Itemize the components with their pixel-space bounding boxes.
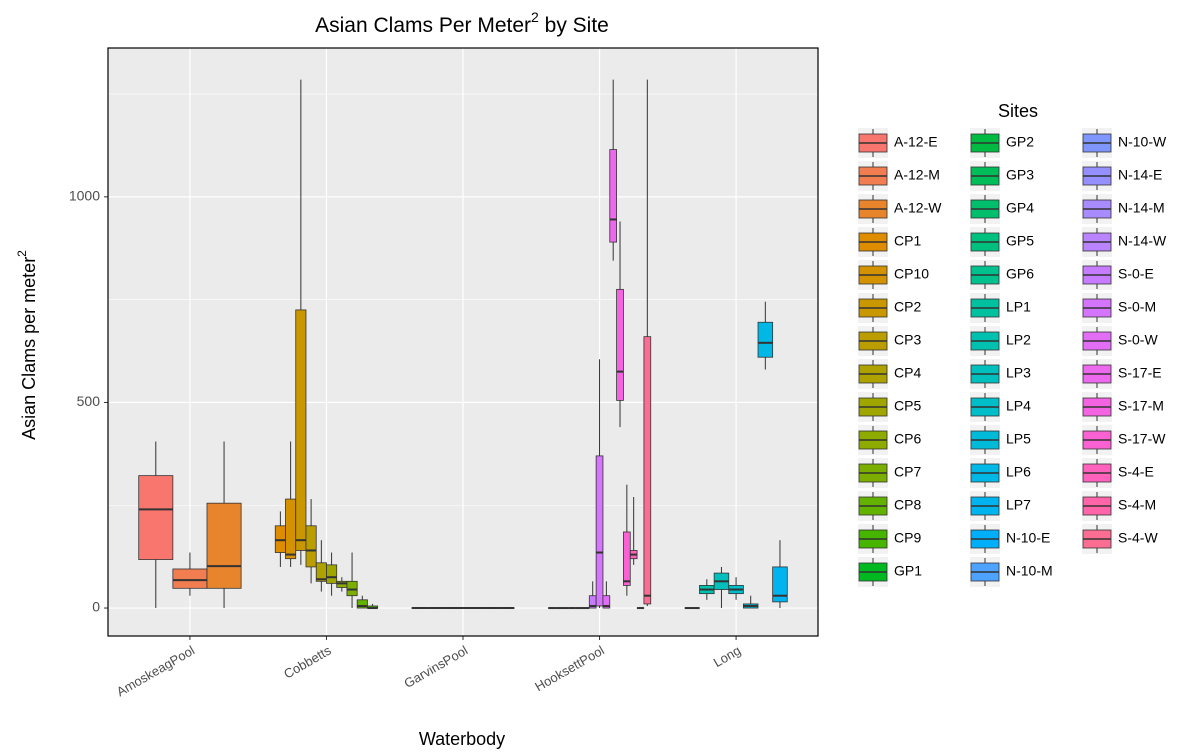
legend-label: GP2 [1006,134,1034,150]
legend-label: CP6 [894,431,921,447]
x-tick-label: AmoskeagPool [114,643,197,700]
legend-label: GP4 [1006,200,1034,216]
x-tick-label: Cobbetts [281,642,334,681]
box [274,525,286,553]
box [346,580,358,597]
y-label-superscript: 2 [15,250,29,257]
box [623,531,631,586]
legend-label: CP2 [894,299,921,315]
box [772,566,788,603]
box [595,455,604,607]
legend-label: LP2 [1006,332,1031,348]
legend-label: CP7 [894,464,921,480]
x-axis-label: Waterbody [419,729,505,749]
legend-label: LP7 [1006,497,1031,513]
legend-label: GP3 [1006,167,1034,183]
legend-label: CP10 [894,266,929,282]
box [602,595,611,609]
legend-label: GP6 [1006,266,1034,282]
box [609,149,618,243]
legend-label: S-0-W [1118,332,1158,348]
title-superscript: 2 [531,9,539,25]
legend-label: S-17-W [1118,431,1166,447]
legend-label: CP1 [894,233,921,249]
title-text: Asian Clams Per Meter [315,14,531,37]
legend-label: S-4-E [1118,464,1154,480]
box [757,321,774,358]
box [295,309,307,551]
legend-label: S-4-W [1118,530,1158,546]
legend-label: CP5 [894,398,921,414]
legend-label: LP5 [1006,431,1031,447]
legend-label: N-14-M [1118,200,1165,216]
chart-title: Asian Clams Per Meter2 by Site [315,9,609,37]
legend-label: S-4-M [1118,497,1156,513]
panel-border [107,47,819,637]
legend-label: S-0-E [1118,266,1154,282]
x-tick-label: Long [711,643,744,670]
x-tick-label: HooksettPool [532,643,607,695]
title-text-end: by Site [539,14,609,37]
box [356,599,368,609]
y-axis-label: Asian Clams per meter2 [15,250,39,440]
legend-label: N-14-E [1118,167,1162,183]
legend-label: GP5 [1006,233,1034,249]
legend-label: A-12-M [894,167,940,183]
legend-label: A-12-W [894,200,942,216]
legend-label: N-10-W [1118,134,1167,150]
legend-label: LP4 [1006,398,1031,414]
legend-title: Sites [998,101,1038,121]
x-tick-label: GarvinsPool [401,643,470,691]
legend-label: LP3 [1006,365,1031,381]
y-tick-label: 500 [77,393,101,409]
box [305,525,317,568]
legend-label: CP3 [894,332,921,348]
legend-label: N-10-E [1006,530,1050,546]
y-tick-label: 1000 [69,188,100,204]
box [643,336,652,605]
legend-label: CP8 [894,497,921,513]
legend-label: S-0-M [1118,299,1156,315]
box [138,475,174,560]
box [172,568,208,589]
legend-label: LP1 [1006,299,1031,315]
legend-label: LP6 [1006,464,1031,480]
legend-label: N-10-M [1006,563,1053,579]
box [326,564,338,584]
box [285,498,297,560]
y-tick-label: 0 [92,599,100,615]
box [206,502,242,589]
legend-label: S-17-M [1118,398,1164,414]
legend-label: A-12-E [894,134,938,150]
legend-label: CP9 [894,530,921,546]
box [336,580,348,588]
y-label-text: Asian Clams per meter [19,257,39,440]
legend-label: GP1 [894,563,922,579]
legend-label: S-17-E [1118,365,1162,381]
legend-label: CP4 [894,365,921,381]
box [616,288,624,401]
legend-label: N-14-W [1118,233,1167,249]
